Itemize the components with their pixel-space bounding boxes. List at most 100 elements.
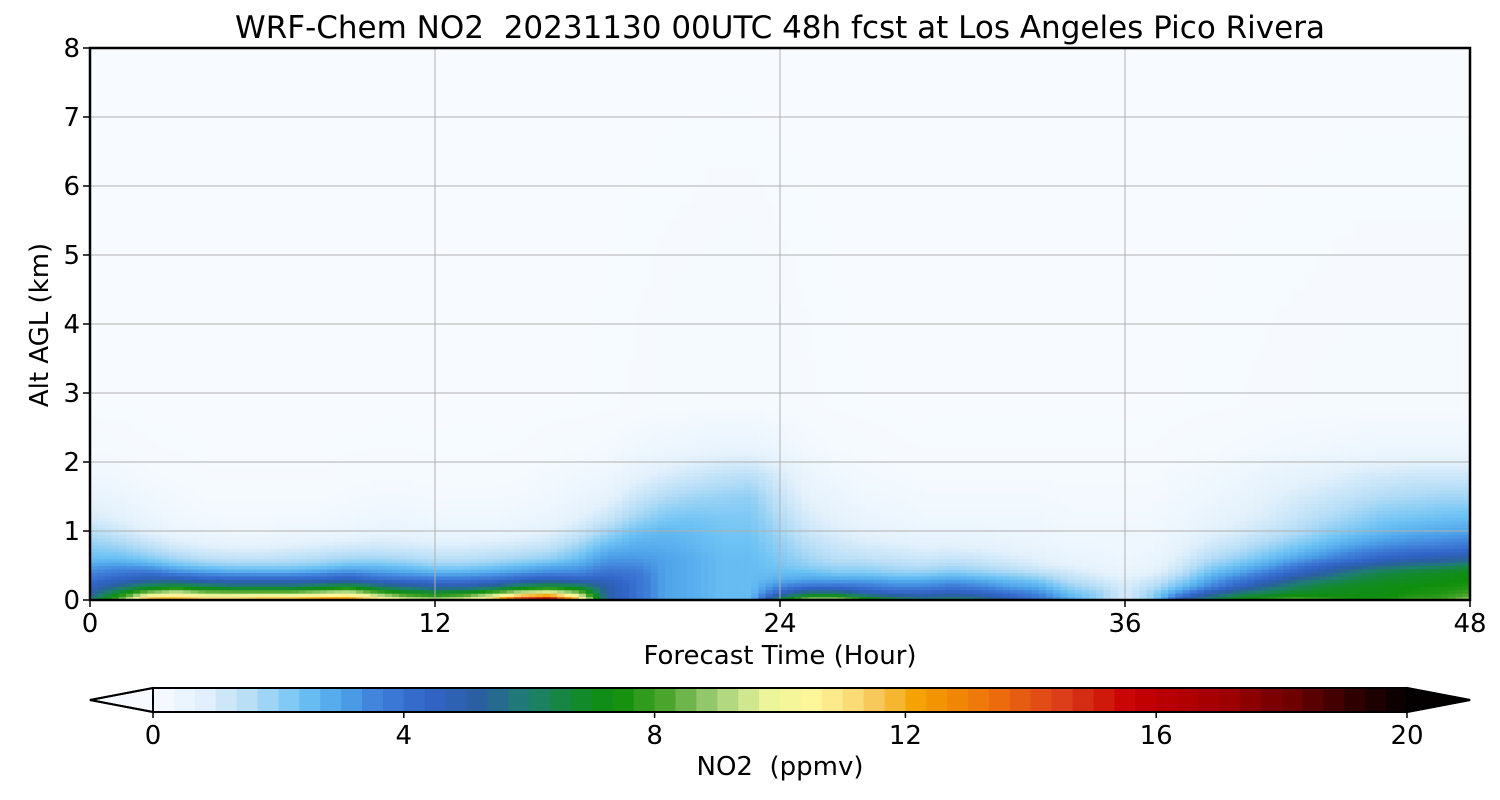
heatmap-cell (435, 134, 443, 153)
heatmap-cell (305, 417, 314, 422)
heatmap-cell (377, 479, 386, 484)
heatmap-cell (269, 289, 278, 308)
heatmap-cell (478, 517, 486, 522)
heatmap-cell (377, 413, 386, 418)
heatmap-cell (305, 520, 314, 525)
heatmap-cell (320, 455, 328, 460)
heatmap-cell (248, 548, 256, 553)
heatmap-cell (147, 455, 156, 460)
heatmap-cell (499, 417, 508, 422)
heatmap-cell (190, 475, 199, 480)
heatmap-cell (104, 134, 113, 153)
heatmap-cell (521, 517, 530, 522)
heatmap-cell (255, 544, 264, 549)
heatmap-cell (406, 527, 415, 532)
heatmap-cell (384, 544, 393, 549)
heatmap-cell (248, 579, 256, 584)
heatmap-cell (485, 441, 494, 446)
heatmap-cell (449, 451, 458, 456)
heatmap-cell (435, 537, 443, 542)
heatmap-cell (499, 482, 508, 487)
heatmap-cell (190, 562, 199, 567)
heatmap-cell (226, 451, 235, 456)
heatmap-cell (514, 475, 522, 480)
heatmap-cell (492, 255, 501, 273)
heatmap-cell (104, 399, 113, 404)
heatmap-cell (125, 537, 134, 542)
heatmap-cell (240, 413, 249, 418)
heatmap-cell (528, 568, 537, 573)
heatmap-cell (305, 430, 314, 435)
heatmap-cell (470, 558, 479, 563)
heatmap-cell (420, 134, 429, 153)
heatmap-cell (535, 496, 544, 501)
heatmap-cell (104, 572, 113, 577)
heatmap-cell (470, 289, 479, 308)
heatmap-cell (255, 424, 264, 429)
heatmap-cell (111, 541, 120, 546)
heatmap-cell (391, 406, 400, 411)
heatmap-cell (212, 255, 220, 273)
heatmap-cell (190, 458, 199, 463)
heatmap-cell (255, 396, 264, 401)
heatmap-cell (269, 99, 278, 118)
heatmap-cell (169, 541, 177, 546)
heatmap-cell (370, 417, 379, 422)
heatmap-cell (492, 475, 501, 480)
heatmap-cell (363, 255, 371, 273)
heatmap-cell (399, 575, 407, 580)
heatmap-cell (140, 548, 149, 553)
heatmap-cell (291, 475, 300, 480)
heatmap-cell (248, 468, 256, 473)
heatmap-cell (420, 579, 429, 584)
heatmap-cell (442, 393, 450, 398)
heatmap-cell (341, 493, 350, 498)
heatmap-cell (492, 437, 501, 442)
heatmap-cell (262, 479, 271, 484)
heatmap-cell (248, 551, 256, 556)
heatmap-cell (255, 496, 264, 501)
heatmap-cell (97, 527, 105, 532)
heatmap-cell (449, 531, 458, 536)
heatmap-cell (399, 420, 407, 425)
heatmap-cell (176, 482, 185, 487)
heatmap-cell (284, 562, 292, 567)
heatmap-cell (305, 437, 314, 442)
heatmap-cell (355, 537, 364, 542)
heatmap-cell (391, 186, 400, 204)
heatmap-cell (240, 544, 249, 549)
heatmap-cell (284, 441, 292, 446)
heatmap-cell (183, 427, 192, 432)
heatmap-cell (521, 582, 530, 587)
heatmap-cell (161, 568, 170, 573)
heatmap-cell (197, 562, 206, 567)
heatmap-cell (147, 451, 156, 456)
heatmap-cell (427, 468, 436, 473)
heatmap-cell (133, 475, 141, 480)
heatmap-cell (341, 548, 350, 553)
heatmap-cell (355, 551, 364, 556)
heatmap-cell (219, 306, 228, 325)
heatmap-cell (499, 358, 508, 377)
heatmap-cell (514, 417, 522, 422)
heatmap-cell (233, 486, 242, 491)
heatmap-cell (255, 437, 264, 442)
heatmap-cell (341, 289, 350, 308)
heatmap-cell (255, 593, 264, 598)
heatmap-cell (205, 555, 213, 560)
heatmap-cell (528, 534, 537, 539)
heatmap-cell (348, 341, 357, 360)
heatmap-cell (341, 237, 350, 256)
heatmap-cell (485, 589, 494, 594)
heatmap-cell (298, 417, 307, 422)
heatmap-cell (255, 168, 264, 187)
heatmap-cell (377, 417, 386, 422)
heatmap-cell (391, 151, 400, 170)
heatmap-cell (327, 541, 335, 546)
heatmap-cell (169, 555, 177, 560)
heatmap-cell (514, 527, 522, 532)
heatmap-cell (521, 565, 530, 570)
heatmap-cell (514, 579, 522, 584)
heatmap-cell (154, 562, 163, 567)
heatmap-cell (104, 424, 113, 429)
